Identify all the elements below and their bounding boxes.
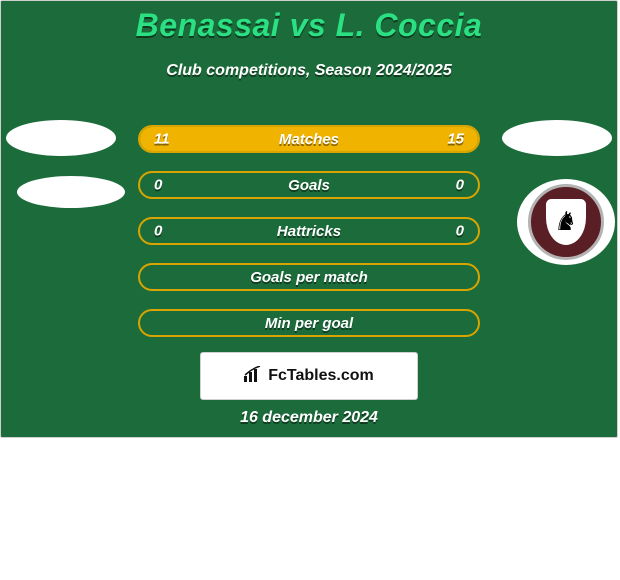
page-title: Benassai vs L. Coccia xyxy=(1,1,617,44)
stat-value-left: 0 xyxy=(154,177,162,194)
stat-value-left: 11 xyxy=(154,131,170,148)
team1-badge-placeholder-2 xyxy=(17,176,125,208)
stat-label: Matches xyxy=(279,131,339,148)
team1-badge-placeholder-1 xyxy=(6,120,116,156)
stat-row: 0 0 Goals xyxy=(138,171,480,199)
stat-row: 11 15 Matches xyxy=(138,125,480,153)
stat-value-right: 15 xyxy=(447,131,464,148)
stat-label: Min per goal xyxy=(265,315,353,332)
stat-label: Hattricks xyxy=(277,223,341,240)
stat-value-right: 0 xyxy=(456,177,464,194)
horse-icon: ♞ xyxy=(554,208,577,234)
stat-value-left: 0 xyxy=(154,223,162,240)
team2-crest-inner: ♞ xyxy=(528,184,604,260)
stat-label: Goals per match xyxy=(250,269,368,286)
chart-icon xyxy=(244,366,262,387)
stat-row: Min per goal xyxy=(138,309,480,337)
brand-text: FcTables.com xyxy=(268,367,374,385)
stat-label: Goals xyxy=(288,177,330,194)
stats-container: 11 15 Matches 0 0 Goals 0 0 Hattricks Goals per m… xyxy=(138,125,480,355)
snapshot-date: 16 december 2024 xyxy=(1,409,617,427)
team2-badge-placeholder-1 xyxy=(502,120,612,156)
brand-badge[interactable]: FcTables.com xyxy=(200,352,418,400)
team2-crest-shield: ♞ xyxy=(546,199,586,245)
stat-row: Goals per match xyxy=(138,263,480,291)
subtitle: Club competitions, Season 2024/2025 xyxy=(1,62,617,80)
team2-crest: ♞ xyxy=(517,179,615,265)
comparison-card: Benassai vs L. Coccia Club competitions,… xyxy=(0,0,618,438)
stat-row: 0 0 Hattricks xyxy=(138,217,480,245)
stat-value-right: 0 xyxy=(456,223,464,240)
